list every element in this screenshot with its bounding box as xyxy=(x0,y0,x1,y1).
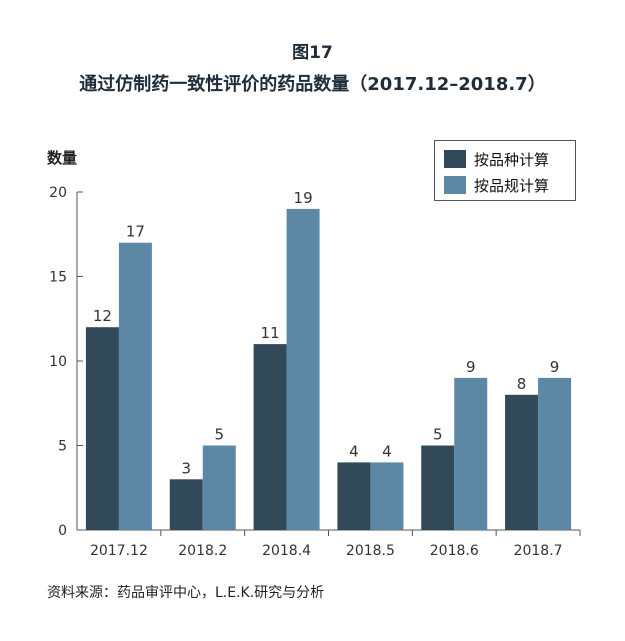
figure-label: 图17 xyxy=(292,43,333,63)
y-tick-label: 15 xyxy=(49,270,67,286)
y-tick-label: 20 xyxy=(49,185,67,201)
legend-label-series1: 按品种计算 xyxy=(474,150,550,169)
x-tick-label: 2018.2 xyxy=(178,543,227,559)
bar-series1 xyxy=(337,462,371,530)
bar-series2 xyxy=(538,377,572,530)
data-label: 19 xyxy=(294,189,313,207)
legend-item-series1: 按品种计算 xyxy=(444,149,549,169)
data-label: 11 xyxy=(261,324,280,342)
x-tick-label: 2018.6 xyxy=(430,543,479,559)
source-note: 资料来源：药品审评中心，L.E.K.研究与分析 xyxy=(47,585,325,601)
data-label: 8 xyxy=(517,375,527,393)
chart-legend: 按品种计算 按品规计算 xyxy=(434,140,576,201)
data-label: 12 xyxy=(93,307,112,325)
legend-swatch-series1 xyxy=(444,150,466,168)
x-tick-label: 2018.5 xyxy=(346,543,395,559)
data-label: 9 xyxy=(466,358,476,376)
data-label: 5 xyxy=(433,426,443,444)
data-label: 9 xyxy=(550,358,560,376)
legend-label-series2: 按品规计算 xyxy=(474,176,550,195)
x-tick-label: 2017.12 xyxy=(90,543,148,559)
y-tick-label: 5 xyxy=(58,439,67,455)
chart-title: 通过仿制药一致性评价的药品数量（2017.12–2018.7） xyxy=(79,74,546,95)
data-label: 4 xyxy=(382,442,392,460)
bar-series2 xyxy=(286,208,320,530)
bar-series2 xyxy=(370,462,404,530)
bar-series1 xyxy=(169,479,203,530)
bar-series1 xyxy=(253,344,287,530)
x-tick-label: 2018.7 xyxy=(514,543,563,559)
legend-item-series2: 按品规计算 xyxy=(444,175,549,195)
bar-series2 xyxy=(202,445,236,530)
y-tick-label: 10 xyxy=(49,354,67,370)
bar-series1 xyxy=(85,327,119,530)
data-label: 3 xyxy=(181,459,191,477)
bar-series1 xyxy=(421,445,455,530)
data-label: 17 xyxy=(126,223,145,241)
bar-series2 xyxy=(118,242,152,530)
data-label: 5 xyxy=(214,426,224,444)
y-axis-label: 数量 xyxy=(47,149,78,167)
legend-swatch-series2 xyxy=(444,176,466,194)
bar-series1 xyxy=(505,394,539,530)
x-tick-label: 2018.4 xyxy=(262,543,311,559)
data-label: 4 xyxy=(349,442,359,460)
y-tick-label: 0 xyxy=(58,523,67,539)
bar-series2 xyxy=(454,377,488,530)
